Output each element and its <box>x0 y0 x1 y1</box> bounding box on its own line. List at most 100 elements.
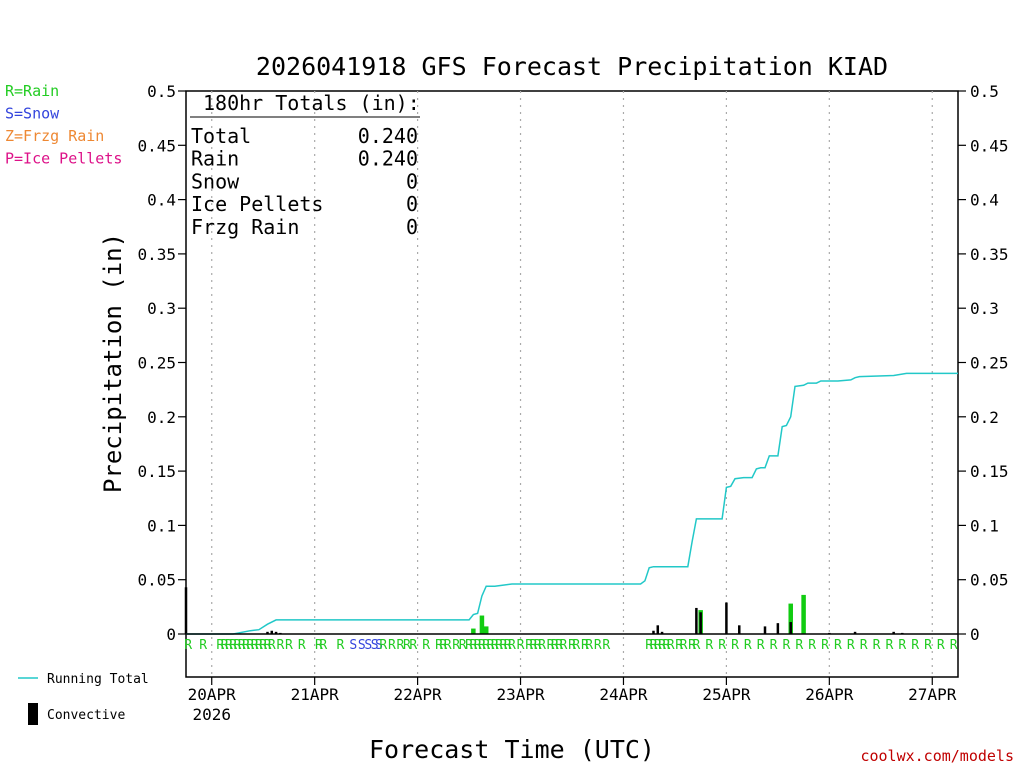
y-tick-label-right: 0.05 <box>970 571 1009 590</box>
legend-item: S=Snow <box>5 105 60 123</box>
precip-type-marker: R <box>259 638 267 653</box>
y-tick-label-right: 0.25 <box>970 354 1009 373</box>
precip-type-marker: R <box>285 638 293 653</box>
precip-type-marker: R <box>658 638 666 653</box>
y-tick-label-left: 0.45 <box>137 136 176 155</box>
precip-type-marker: R <box>517 638 525 653</box>
convective-bar <box>266 631 269 634</box>
precip-type-marker: R <box>654 638 662 653</box>
precip-type-marker: R <box>873 638 881 653</box>
precip-type-marker: S <box>375 638 383 653</box>
y-axis-label: Precipitation (in) <box>99 233 127 493</box>
rain-bar <box>788 603 793 634</box>
precip-type-marker: R <box>465 638 473 653</box>
x-tick-sublabel: 2026 <box>192 705 231 724</box>
y-tick-label-left: 0.5 <box>147 82 176 101</box>
precip-type-marker: R <box>731 638 739 653</box>
precip-type-marker: R <box>491 638 499 653</box>
precip-type-marker: R <box>860 638 868 653</box>
precip-type-marker: R <box>444 638 452 653</box>
precip-type-marker: R <box>529 638 537 653</box>
y-tick-label-left: 0.05 <box>137 571 176 590</box>
x-tick-label: 21APR <box>291 685 340 704</box>
rain-bar <box>483 626 489 634</box>
precip-type-marker: S <box>364 638 372 653</box>
credit-text: coolwx.com/models <box>860 747 1014 765</box>
precip-type-marker: R <box>692 638 700 653</box>
precip-type-marker: R <box>551 638 559 653</box>
precip-type-marker: R <box>499 638 507 653</box>
y-tick-label-left: 0.2 <box>147 408 176 427</box>
precip-type-marker: R <box>808 638 816 653</box>
totals-box: 180hr Totals (in): Total 0.240 Rain 0.240 Sn… <box>190 91 420 239</box>
precip-type-marker: R <box>744 638 752 653</box>
totals-heading: 180hr Totals (in): <box>203 91 420 115</box>
precip-type-marker: R <box>452 638 460 653</box>
precip-type-marker: R <box>534 638 542 653</box>
convective-bar <box>184 587 188 634</box>
precip-type-marker: R <box>397 638 405 653</box>
precip-type-marker: R <box>675 638 683 653</box>
precip-type-marker: R <box>560 638 568 653</box>
precip-type-marker: R <box>487 638 495 653</box>
precip-type-marker: R <box>688 638 696 653</box>
precip-type-marker: R <box>504 638 512 653</box>
convective-bar <box>270 630 274 634</box>
x-tick-label: 25APR <box>702 685 751 704</box>
chart-title: 2026041918 GFS Forecast Precipitation KI… <box>256 52 888 81</box>
precip-type-marker: R <box>594 638 602 653</box>
rain-bar <box>471 628 476 634</box>
totals-row-value: 0.240 <box>358 124 418 148</box>
x-tick-label: 22APR <box>394 685 443 704</box>
y-tick-label-right: 0.15 <box>970 462 1009 481</box>
bottom-legend-label: Convective <box>47 708 125 723</box>
precip-type-legend: R=Rain S=Snow Z=Frzg Rain P=Ice Pellets <box>5 82 122 168</box>
precip-type-marker: R <box>199 638 207 653</box>
precip-type-marker: R <box>821 638 829 653</box>
y-tick-label-right: 0.1 <box>970 516 999 535</box>
convective-bar <box>789 622 792 634</box>
convective-bar <box>695 607 698 634</box>
x-tick-label: 27APR <box>908 685 957 704</box>
totals-row-label: Frzg Rain <box>191 215 299 239</box>
x-tick-label: 26APR <box>805 685 854 704</box>
totals-row-value: 0 <box>406 215 418 239</box>
convective-bar <box>656 625 660 634</box>
precip-type-marker: R <box>255 638 263 653</box>
precip-type-marker: R <box>911 638 919 653</box>
precip-type-marker: R <box>298 638 306 653</box>
convective-bar <box>660 631 664 634</box>
x-tick-label: 24APR <box>599 685 648 704</box>
convective-bar <box>725 602 728 634</box>
precip-type-marker: R <box>937 638 945 653</box>
grid-lines <box>211 91 933 677</box>
rain-bar <box>479 615 485 634</box>
y-tick-label-left: 0.4 <box>147 191 176 210</box>
precip-type-marker: R <box>650 638 658 653</box>
precip-type-marker: R <box>538 638 546 653</box>
precip-type-marker: R <box>795 638 803 653</box>
running-total-line <box>186 372 958 635</box>
precip-type-marker: R <box>336 638 344 653</box>
precip-type-marker: R <box>572 638 580 653</box>
y-tick-label-left: 0 <box>166 625 176 644</box>
precip-type-marker: R <box>238 638 246 653</box>
precip-type-marker: R <box>950 638 958 653</box>
precip-type-marker: R <box>242 638 250 653</box>
totals-row-value: 0 <box>406 192 418 216</box>
precip-type-marker: R <box>229 638 237 653</box>
precip-type-marker: S <box>349 638 357 653</box>
convective-bar <box>738 625 741 634</box>
convective-bar <box>652 630 655 634</box>
y-tick-label-right: 0.5 <box>970 82 999 101</box>
bottom-legend: Running Total Convective <box>18 672 149 725</box>
x-axis-label: Forecast Time (UTC) <box>369 735 655 764</box>
y-axis-left: 0 0.05 0.1 0.15 0.2 0.25 0.3 0.35 0.4 0.45 0.5 <box>137 82 186 644</box>
totals-row-label: Ice Pellets <box>191 192 323 216</box>
convective-bar <box>892 631 895 634</box>
bottom-legend-label: Running Total <box>47 672 149 687</box>
y-tick-label-right: 0.45 <box>970 136 1009 155</box>
precip-type-marker: R <box>469 638 477 653</box>
precip-type-marker: R <box>478 638 486 653</box>
precip-type-marker: R <box>645 638 653 653</box>
